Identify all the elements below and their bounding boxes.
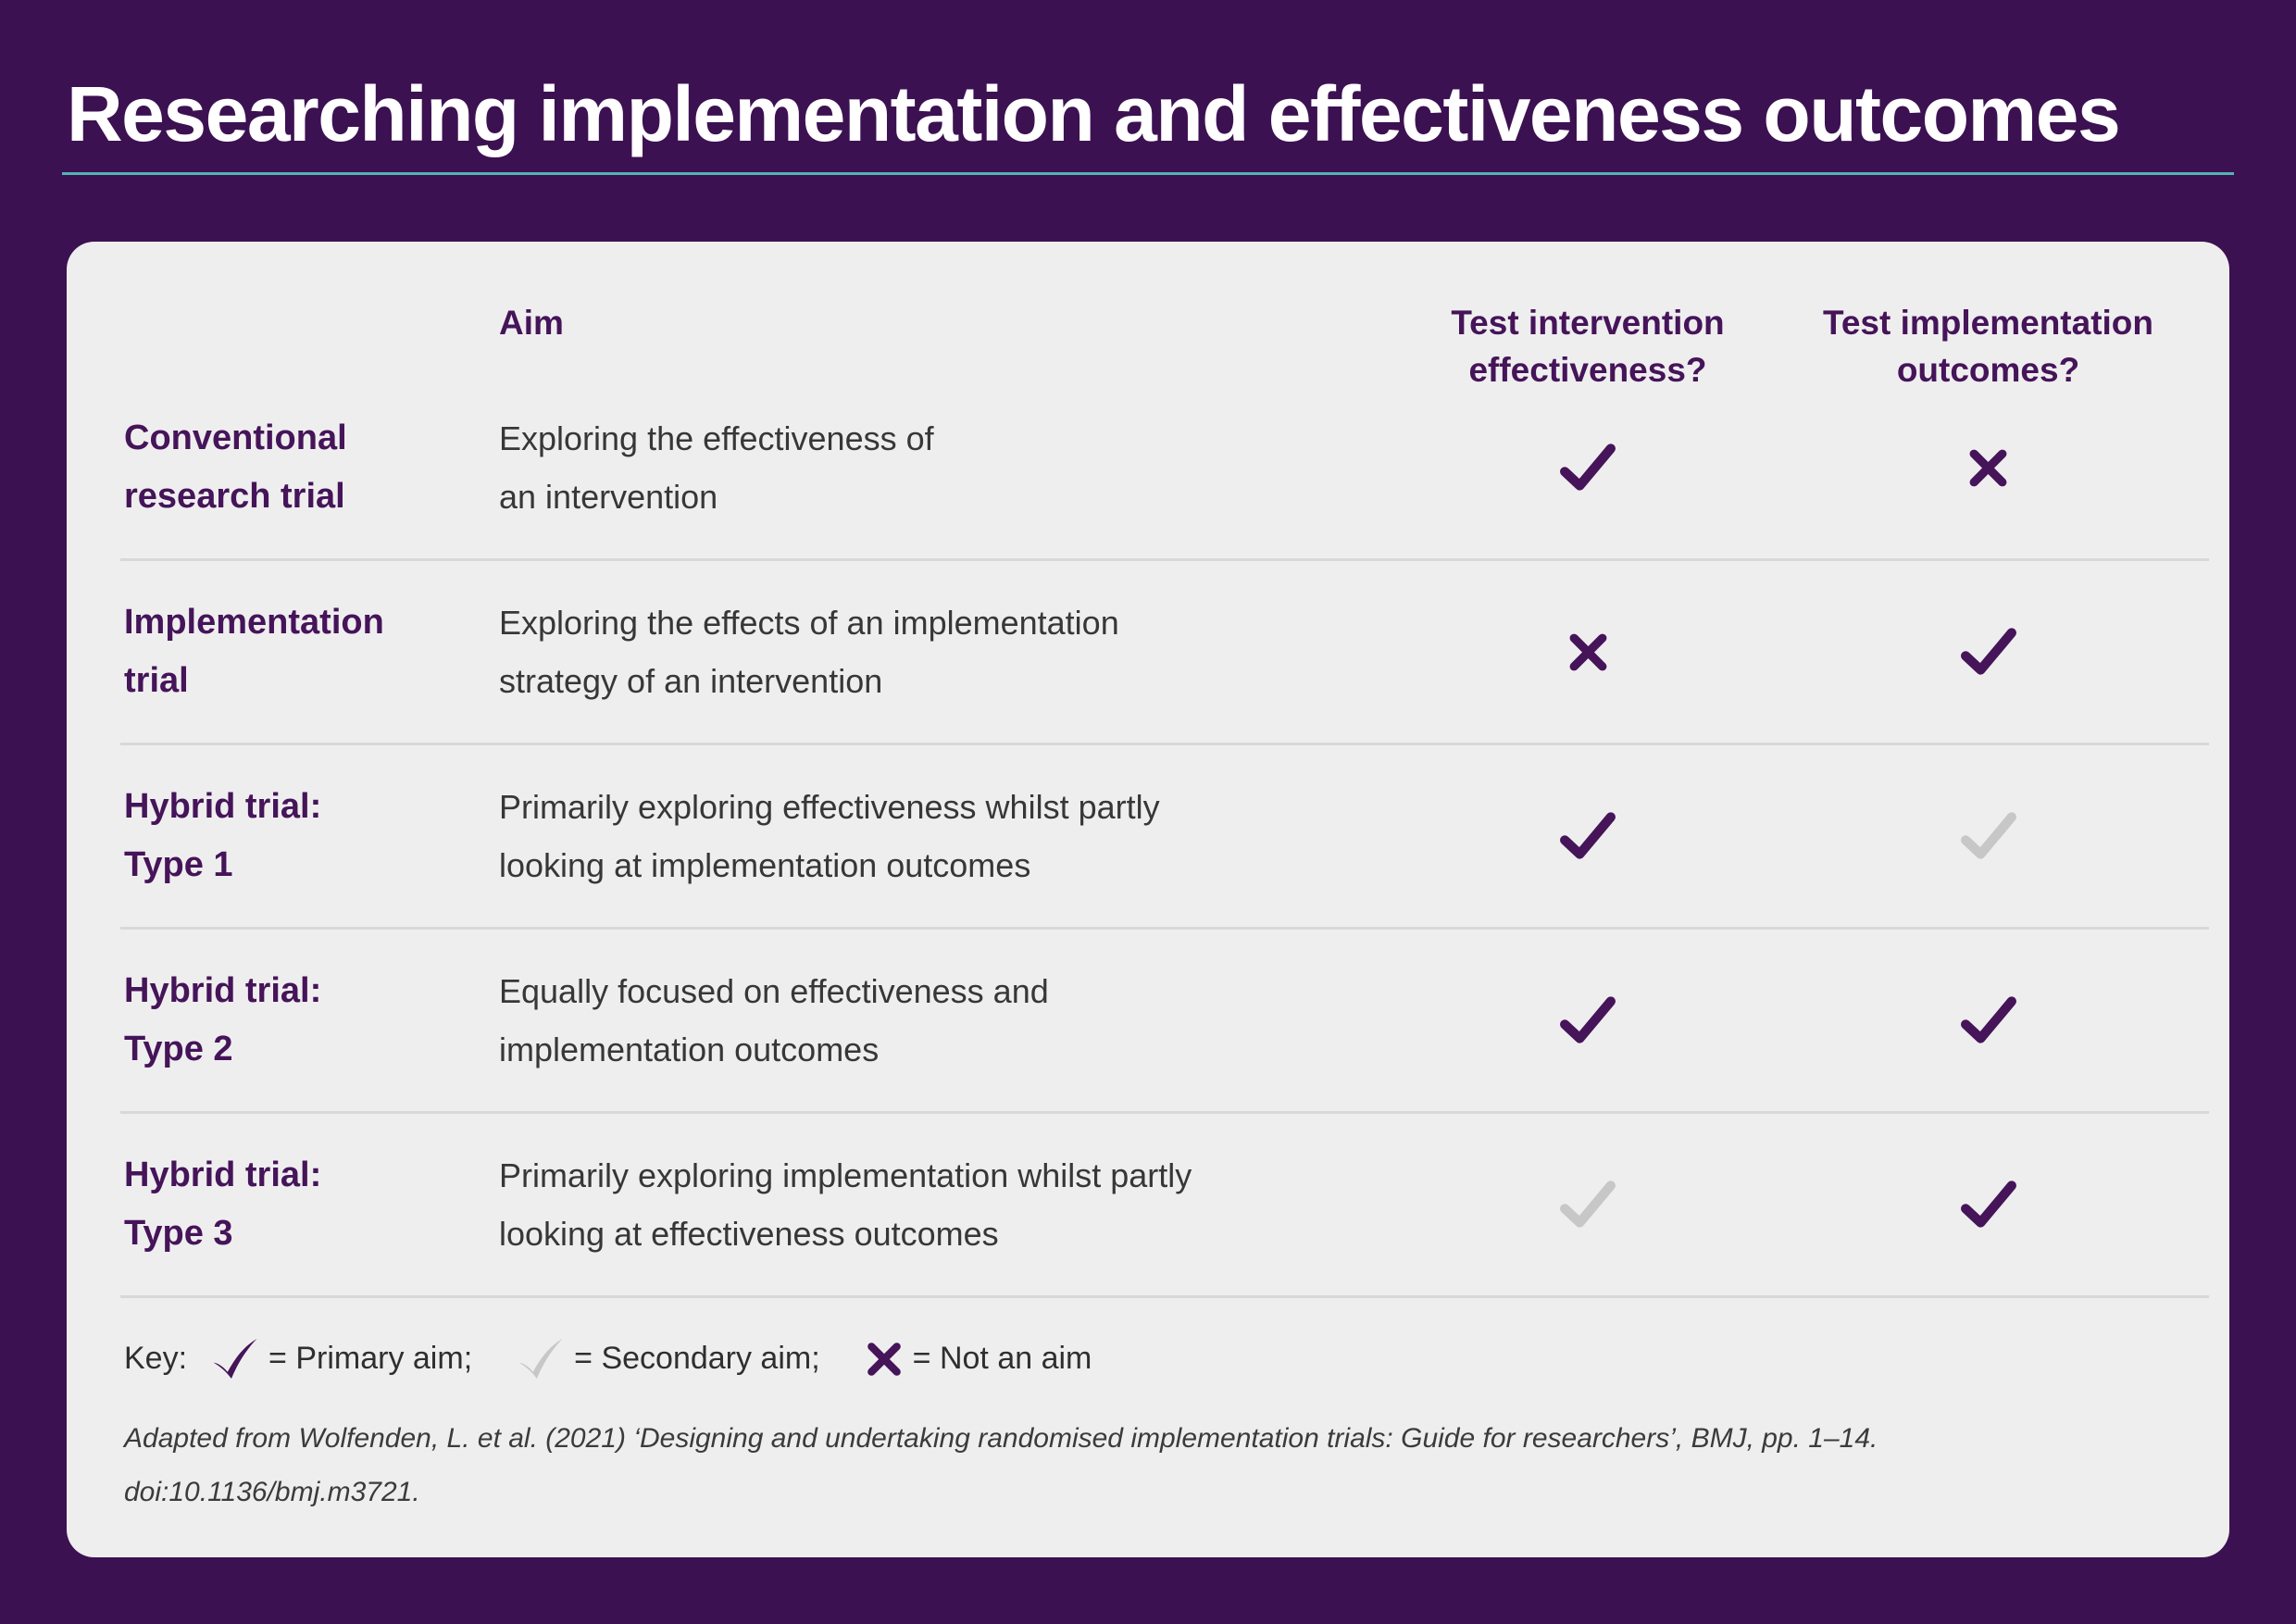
trial-name: Hybrid trial: Type 2 (124, 962, 499, 1079)
legend-item-secondary: = Secondary aim; (517, 1337, 820, 1380)
citation-line: Adapted from Wolfenden, L. et al. (2021)… (124, 1423, 1878, 1454)
row-divider (120, 1111, 2209, 1114)
trial-aim-line: looking at effectiveness outcomes (499, 1215, 999, 1253)
trial-aim-line: implementation outcomes (499, 1031, 880, 1068)
trial-name-line: Hybrid trial: (124, 1156, 322, 1194)
trial-aim: Exploring the effects of an implementati… (499, 593, 1393, 710)
table-row: Hybrid trial: Type 1 Primarily exploring… (67, 745, 2229, 927)
trial-aim-line: an intervention (499, 478, 718, 516)
title-underline (62, 172, 2234, 175)
table-row: Conventional research trial Exploring th… (67, 377, 2229, 558)
header-spacer (124, 242, 499, 299)
trial-name-line: Type 3 (124, 1214, 233, 1253)
row-divider (120, 558, 2209, 561)
table-row: Implementation trial Exploring the effec… (67, 561, 2229, 743)
header-line: effectiveness? (1468, 351, 1707, 389)
header-line: outcomes? (1896, 351, 2080, 389)
cross-icon (865, 1340, 904, 1379)
trial-aim: Primarily exploring effectiveness whilst… (499, 778, 1393, 894)
table-row: Hybrid trial: Type 2 Equally focused on … (67, 930, 2229, 1111)
trial-name: Conventional research trial (124, 409, 499, 526)
effectiveness-mark (1559, 1180, 1616, 1230)
trial-aim-line: looking at implementation outcomes (499, 846, 1031, 884)
header-line: Test intervention (1451, 304, 1725, 342)
trial-name-line: Conventional (124, 418, 347, 457)
row-divider (120, 1295, 2209, 1298)
effectiveness-mark (1559, 995, 1616, 1045)
row-divider (120, 743, 2209, 745)
infographic-page: Researching implementation and effective… (0, 74, 2296, 1624)
trial-name-line: Type 2 (124, 1030, 233, 1068)
trial-name: Hybrid trial: Type 1 (124, 778, 499, 894)
table-row: Hybrid trial: Type 3 Primarily exploring… (67, 1114, 2229, 1295)
effectiveness-mark (1566, 631, 1610, 674)
legend-item-text: = Secondary aim; (574, 1341, 820, 1376)
table-header-row: Aim Test intervention effectiveness? Tes… (67, 242, 2229, 389)
table-card: Aim Test intervention effectiveness? Tes… (67, 242, 2229, 1557)
trial-name: Implementation trial (124, 593, 499, 710)
trial-name-line: Hybrid trial: (124, 971, 322, 1010)
effectiveness-mark (1559, 443, 1616, 493)
trial-aim-line: Exploring the effects of an implementati… (499, 604, 1119, 642)
legend-item-not-an-aim: = Not an aim (865, 1340, 1092, 1379)
page-title: Researching implementation and effective… (67, 70, 2121, 157)
citation: Adapted from Wolfenden, L. et al. (2021)… (67, 1412, 2229, 1519)
trial-aim-line: Primarily exploring implementation whils… (499, 1156, 1192, 1194)
implementation-mark (1966, 446, 2010, 490)
column-header-implementation: Test implementation outcomes? (1782, 242, 2194, 394)
trial-aim: Exploring the effectiveness of an interv… (499, 409, 1393, 526)
primary-check-icon (211, 1337, 259, 1380)
column-header-aim: Aim (499, 304, 564, 342)
implementation-mark (1960, 1180, 2017, 1230)
legend-label: Key: (124, 1341, 188, 1376)
trial-aim-line: Exploring the effectiveness of (499, 419, 934, 457)
effectiveness-mark (1559, 811, 1616, 861)
trial-name-line: trial (124, 661, 189, 700)
implementation-mark (1960, 995, 2017, 1045)
secondary-check-icon (517, 1337, 565, 1380)
implementation-mark (1960, 627, 2017, 677)
trial-name-line: Hybrid trial: (124, 787, 322, 826)
trial-aim-line: Primarily exploring effectiveness whilst… (499, 788, 1160, 826)
legend-item-primary: = Primary aim; (211, 1337, 472, 1380)
trial-name-line: Type 1 (124, 845, 233, 884)
legend-item-text: = Primary aim; (268, 1341, 473, 1376)
legend: Key: = Primary aim; = Secondary aim; = N… (67, 1337, 2229, 1380)
trial-aim: Primarily exploring implementation whils… (499, 1146, 1393, 1263)
trial-aim-line: strategy of an intervention (499, 662, 883, 700)
trial-name-line: research trial (124, 477, 345, 516)
trial-name: Hybrid trial: Type 3 (124, 1146, 499, 1263)
implementation-mark (1960, 811, 2017, 861)
legend-item-text: = Not an aim (912, 1341, 1092, 1376)
trial-aim: Equally focused on effectiveness and imp… (499, 962, 1393, 1079)
trial-name-line: Implementation (124, 603, 384, 642)
trial-aim-line: Equally focused on effectiveness and (499, 972, 1049, 1010)
citation-line: doi:10.1136/bmj.m3721. (124, 1477, 420, 1507)
header-line: Test implementation (1822, 304, 2154, 342)
column-header-effectiveness: Test intervention effectiveness? (1393, 242, 1782, 394)
row-divider (120, 927, 2209, 930)
